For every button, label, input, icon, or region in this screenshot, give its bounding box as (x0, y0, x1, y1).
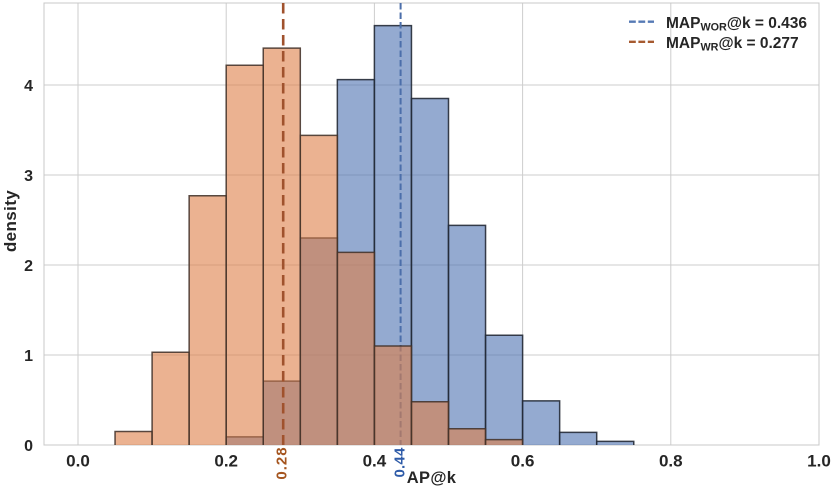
svg-text:density: density (1, 190, 20, 252)
svg-text:4: 4 (24, 78, 33, 95)
svg-text:3: 3 (24, 168, 33, 185)
svg-text:0.44: 0.44 (392, 447, 409, 477)
svg-text:0.6: 0.6 (511, 452, 535, 471)
svg-text:MAPWOR@k = 0.436: MAPWOR@k = 0.436 (666, 15, 807, 34)
svg-text:1.0: 1.0 (807, 452, 831, 471)
svg-text:0.8: 0.8 (659, 452, 683, 471)
svg-text:0.28: 0.28 (274, 446, 291, 479)
svg-text:0.2: 0.2 (214, 452, 238, 471)
svg-text:0.0: 0.0 (66, 452, 90, 471)
svg-text:MAPWR@k = 0.277: MAPWR@k = 0.277 (666, 35, 799, 54)
svg-text:AP@k: AP@k (407, 469, 457, 487)
svg-text:0.4: 0.4 (363, 452, 387, 471)
svg-text:2: 2 (24, 258, 33, 275)
svg-text:1: 1 (24, 348, 33, 365)
svg-text:0: 0 (24, 438, 33, 455)
